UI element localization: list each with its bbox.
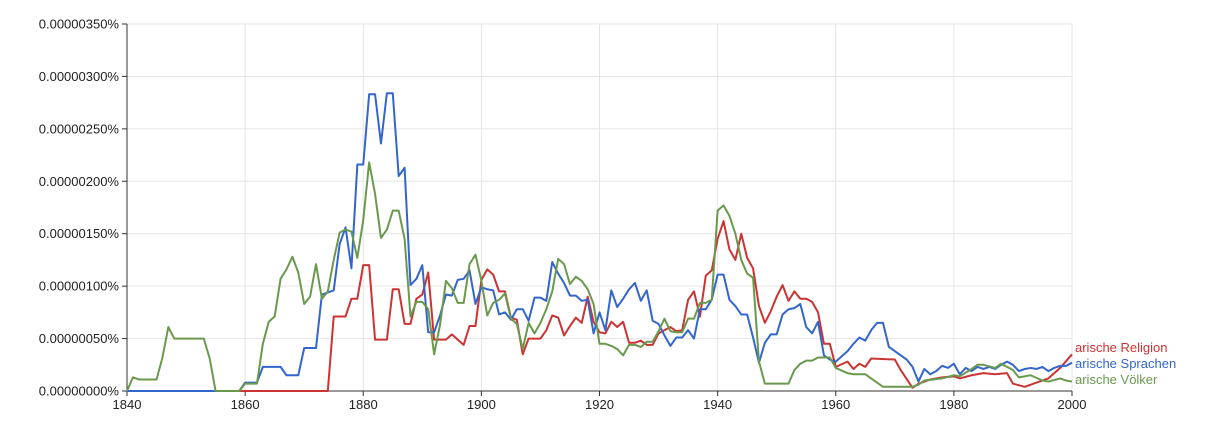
x-tick-label: 2000 xyxy=(1058,397,1087,412)
x-tick-label: 1880 xyxy=(349,397,378,412)
y-tick-label: 0.00000250% xyxy=(39,121,120,136)
y-axis-ticks: 0.00000000% 0.00000050% 0.00000100% 0.00000… xyxy=(39,17,127,399)
grid-lines xyxy=(127,23,1073,391)
x-axis-ticks: 1840 1860 1880 1900 1920 1940 1960 1980 2000 xyxy=(113,391,1087,412)
y-tick-label: 0.00000000% xyxy=(39,384,120,399)
y-tick-label: 0.00000050% xyxy=(39,331,120,346)
y-tick-label: 0.00000100% xyxy=(39,279,120,294)
x-tick-label: 1900 xyxy=(467,397,496,412)
series-lines xyxy=(126,92,1073,392)
x-tick-label: 1980 xyxy=(939,397,968,412)
legend-label-1: arische Religion xyxy=(1075,340,1168,355)
series-line-3 xyxy=(126,161,1073,392)
legend-label-2: arische Sprachen xyxy=(1075,356,1176,371)
y-tick-label: 0.00000150% xyxy=(39,226,120,241)
x-tick-label: 1860 xyxy=(231,397,260,412)
series-line-1 xyxy=(127,220,1073,392)
y-tick-label: 0.00000300% xyxy=(39,69,120,84)
x-tick-label: 1920 xyxy=(585,397,614,412)
y-tick-label: 0.00000350% xyxy=(39,17,120,32)
x-tick-label: 1960 xyxy=(821,397,850,412)
x-tick-label: 1840 xyxy=(113,397,142,412)
y-tick-label: 0.00000200% xyxy=(39,174,120,189)
series-line-2 xyxy=(127,92,1073,392)
x-tick-label: 1940 xyxy=(703,397,732,412)
legend-label-3: arische Völker xyxy=(1075,372,1158,387)
